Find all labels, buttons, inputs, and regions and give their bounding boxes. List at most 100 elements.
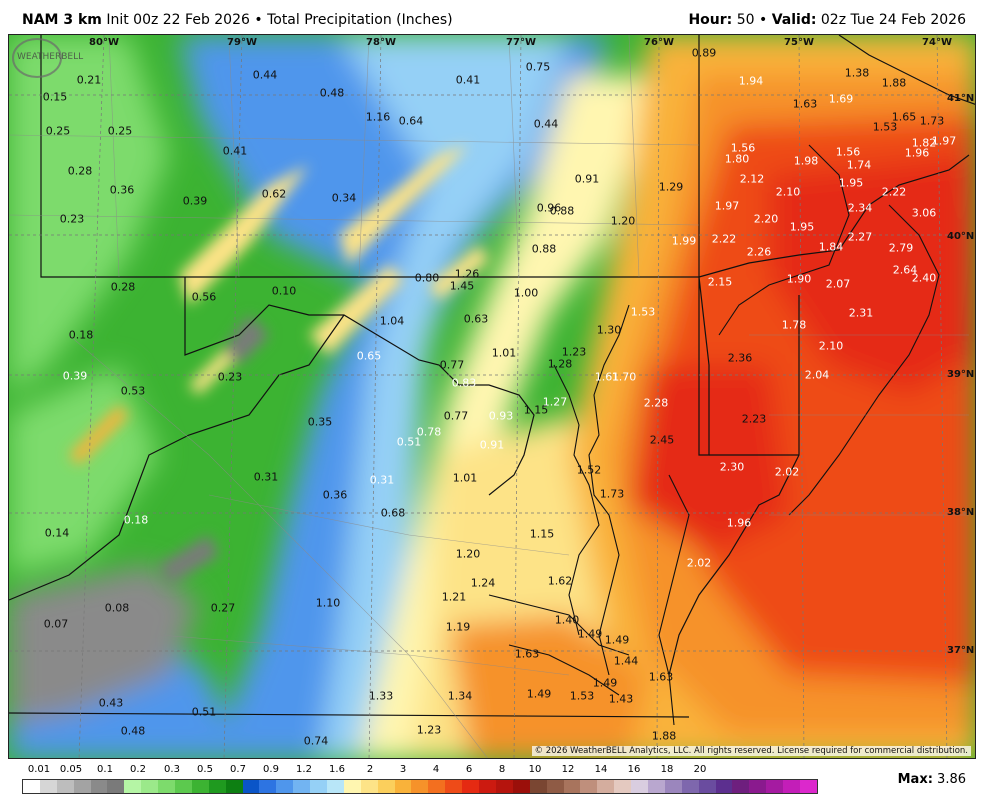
precip-value-label: 1.63: [514, 647, 540, 661]
legend-swatch: [495, 780, 513, 793]
precip-value-label: 0.43: [98, 696, 124, 710]
precip-value-label: 0.10: [271, 284, 297, 298]
precip-value-label: 1.29: [658, 180, 684, 194]
init-time: Init 00z 22 Feb 2026: [106, 12, 250, 28]
precip-map: 0.21 0.44 0.41 0.75 0.89 1.94 1.38 1.88 0.15 0.48…: [8, 34, 976, 759]
legend-tick-label: 0.9: [263, 764, 279, 775]
hour-value: 50: [736, 12, 755, 28]
copyright-text: © 2026 WeatherBELL Analytics, LLC. All r…: [531, 746, 971, 756]
legend-tick-label: 0.05: [59, 764, 83, 775]
precip-value-label: 1.33: [368, 689, 394, 703]
legend-tick-label: 18: [660, 764, 674, 775]
title-separator-2: •: [758, 12, 768, 28]
coastlines: [488, 144, 940, 726]
latitude-label: 37°N: [947, 645, 975, 656]
precip-value-label: 2.34: [847, 201, 873, 215]
precip-value-label: 1.15: [529, 527, 555, 541]
legend-swatch: [631, 780, 648, 793]
legend-tick-label: 0.1: [97, 764, 113, 775]
longitude-label: 78°W: [366, 37, 396, 48]
title-separator: •: [254, 12, 263, 28]
precip-value-label: 2.45: [649, 433, 675, 447]
legend-swatch: [191, 780, 209, 793]
precip-value-label: 0.83: [451, 376, 477, 390]
legend-swatch: [462, 780, 480, 793]
state-borders: [9, 35, 975, 718]
precip-value-label: 0.48: [319, 86, 345, 100]
precip-value-label: 2.15: [707, 275, 733, 289]
legend-swatch: [411, 780, 429, 793]
longitude-label: 80°W: [89, 37, 119, 48]
longitude-label: 76°W: [644, 37, 674, 48]
precip-value-label: 0.96: [536, 201, 562, 215]
precip-value-label: 2.22: [881, 185, 907, 199]
hour-label: Hour:: [688, 12, 733, 28]
max-value-box: Max: 3.86: [898, 772, 966, 787]
precip-value-label: 2.31: [848, 306, 874, 320]
legend-swatch: [90, 780, 108, 793]
precip-value-label: 0.93: [488, 409, 514, 423]
precip-value-label: 0.25: [45, 124, 71, 138]
precip-value-label: 1.20: [455, 547, 481, 561]
county-lines: [9, 35, 969, 758]
precip-value-label: 0.68: [380, 506, 406, 520]
precip-value-label: 2.27: [847, 230, 873, 244]
legend-swatch: [799, 780, 817, 793]
precip-value-label: 1.53: [872, 120, 898, 134]
precip-value-label: 1.04: [379, 314, 405, 328]
precip-value-label: 1.00: [513, 286, 539, 300]
legend-swatch: [783, 780, 800, 793]
precip-value-label: 1.97: [931, 134, 957, 148]
precip-value-label: 2.10: [818, 339, 844, 353]
legend-swatch: [766, 780, 784, 793]
precip-value-label: 1.28: [547, 357, 573, 371]
legend-tick-label: 0.7: [230, 764, 246, 775]
precip-value-label: 1.90: [786, 272, 812, 286]
legend-tick-label: 1.6: [329, 764, 345, 775]
precip-value-label: 2.02: [774, 465, 800, 479]
precip-value-label: 0.51: [396, 435, 422, 449]
latitude-label: 41°N: [947, 93, 975, 104]
precip-value-label: 1.82: [911, 136, 937, 150]
precip-value-label: 0.88: [549, 204, 575, 218]
legend-swatch: [360, 780, 378, 793]
legend-swatch: [512, 780, 530, 793]
precip-value-label: 1.97: [714, 199, 740, 213]
precip-value-label: 1.84: [818, 240, 844, 254]
precip-value-label: 1.73: [599, 487, 625, 501]
legend-swatch: [242, 780, 260, 793]
precip-value-label: 2.30: [719, 460, 745, 474]
precip-value-label: 1.95: [789, 220, 815, 234]
precip-value-label: 1.94: [738, 74, 764, 88]
precip-value-label: 1.95: [838, 176, 864, 190]
precip-value-label: 2.36: [727, 351, 753, 365]
precip-value-label: 0.36: [322, 488, 348, 502]
legend-swatch: [39, 780, 57, 793]
precip-value-label: 0.41: [455, 73, 481, 87]
precip-value-label: 0.25: [107, 124, 133, 138]
precip-value-label: 1.74: [846, 158, 872, 172]
precip-value-label: 0.74: [303, 734, 329, 748]
precip-value-label: 0.62: [261, 187, 287, 201]
precip-value-label: 1.19: [445, 620, 471, 634]
precip-value-label: 1.96: [904, 146, 930, 160]
precip-value-label: 0.07: [43, 617, 69, 631]
legend-tick-label: 6: [465, 764, 473, 775]
precip-value-label: 0.23: [217, 370, 243, 384]
legend-swatch: [479, 780, 496, 793]
model-name: NAM 3 km: [22, 12, 102, 28]
legend-swatch: [698, 780, 716, 793]
legend-swatch: [293, 780, 311, 793]
precip-value-label: 0.28: [110, 280, 136, 294]
longitude-label: 74°W: [922, 37, 952, 48]
precip-value-label: 1.49: [604, 633, 630, 647]
valid-value: 02z Tue 24 Feb 2026: [820, 12, 966, 28]
precip-value-label: 0.27: [210, 601, 236, 615]
precip-value-label: 0.91: [574, 172, 600, 186]
legend-tick-label: 16: [627, 764, 641, 775]
legend-tick-label: 10: [528, 764, 542, 775]
longitude-label: 79°W: [227, 37, 257, 48]
precip-value-label: 1.96: [726, 516, 752, 530]
legend-tick-label: 0.01: [27, 764, 51, 775]
precip-value-label: 0.89: [691, 46, 717, 60]
